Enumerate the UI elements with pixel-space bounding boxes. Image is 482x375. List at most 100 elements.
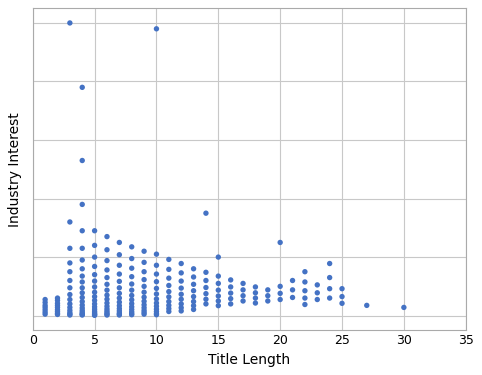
Point xyxy=(79,158,86,164)
Point xyxy=(252,284,259,290)
Point xyxy=(289,294,296,300)
Point xyxy=(153,300,161,306)
Point xyxy=(66,245,74,251)
Point xyxy=(79,84,86,90)
Point xyxy=(214,287,222,293)
Point xyxy=(338,286,346,292)
Point xyxy=(128,244,135,250)
Point xyxy=(140,269,148,275)
Point xyxy=(116,290,123,296)
Point xyxy=(177,278,185,284)
Point xyxy=(227,284,235,290)
Point xyxy=(239,298,247,304)
Point xyxy=(202,269,210,275)
Point xyxy=(116,303,123,309)
Point xyxy=(103,306,111,312)
Point xyxy=(202,301,210,307)
Point xyxy=(79,228,86,234)
Point xyxy=(128,312,135,318)
Point xyxy=(79,285,86,291)
Point xyxy=(41,304,49,310)
Point xyxy=(116,295,123,301)
Point xyxy=(140,294,148,300)
Point xyxy=(116,285,123,291)
Point xyxy=(91,254,98,260)
Point xyxy=(91,289,98,295)
Point xyxy=(66,269,74,275)
Point xyxy=(264,287,272,293)
Point xyxy=(363,302,371,308)
Point xyxy=(301,302,309,307)
Point xyxy=(289,278,296,284)
Point xyxy=(326,286,334,292)
Point xyxy=(165,266,173,272)
Point xyxy=(41,311,49,317)
Point xyxy=(116,308,123,314)
Point xyxy=(128,309,135,315)
Point xyxy=(103,311,111,317)
Point xyxy=(140,311,148,317)
Point xyxy=(153,26,161,32)
Point xyxy=(103,312,111,318)
Point xyxy=(66,219,74,225)
Point xyxy=(66,20,74,26)
Point xyxy=(66,297,74,303)
Point xyxy=(79,279,86,285)
Point xyxy=(276,297,284,303)
Point xyxy=(177,291,185,297)
Point xyxy=(252,290,259,296)
Point xyxy=(91,294,98,300)
Point xyxy=(54,312,61,318)
Point xyxy=(301,295,309,301)
Point xyxy=(66,310,74,316)
Point xyxy=(66,291,74,297)
Point xyxy=(252,300,259,306)
Point xyxy=(79,305,86,311)
Point xyxy=(116,278,123,284)
Point xyxy=(214,254,222,260)
Point xyxy=(128,265,135,271)
Point xyxy=(79,312,86,318)
Point xyxy=(103,281,111,287)
Point xyxy=(128,287,135,293)
Point xyxy=(41,302,49,308)
Point xyxy=(264,298,272,304)
Point xyxy=(289,287,296,293)
Point xyxy=(202,296,210,302)
Point xyxy=(190,274,198,280)
Point xyxy=(79,266,86,272)
Point xyxy=(79,201,86,207)
Point xyxy=(165,306,173,312)
Point xyxy=(91,312,98,318)
Point xyxy=(140,302,148,308)
Point xyxy=(54,300,61,306)
Point xyxy=(91,304,98,310)
Point xyxy=(128,292,135,298)
Point xyxy=(140,309,148,315)
Point xyxy=(165,298,173,304)
Point xyxy=(91,284,98,290)
Point xyxy=(54,295,61,301)
Point xyxy=(177,305,185,311)
Point xyxy=(91,308,98,314)
Point xyxy=(116,240,123,246)
Point xyxy=(66,301,74,307)
Point xyxy=(153,291,161,297)
Point xyxy=(91,228,98,234)
Point xyxy=(79,308,86,314)
Point xyxy=(66,285,74,291)
Point xyxy=(313,290,321,296)
Point xyxy=(103,234,111,240)
Point xyxy=(165,282,173,288)
Point xyxy=(116,271,123,277)
Point xyxy=(140,305,148,311)
Point xyxy=(313,297,321,303)
Point xyxy=(41,300,49,306)
Point xyxy=(153,309,161,315)
Point xyxy=(140,260,148,266)
Point xyxy=(177,261,185,267)
Point xyxy=(91,310,98,316)
Point xyxy=(116,299,123,305)
Y-axis label: Industry Interest: Industry Interest xyxy=(8,112,22,226)
Point xyxy=(54,307,61,313)
